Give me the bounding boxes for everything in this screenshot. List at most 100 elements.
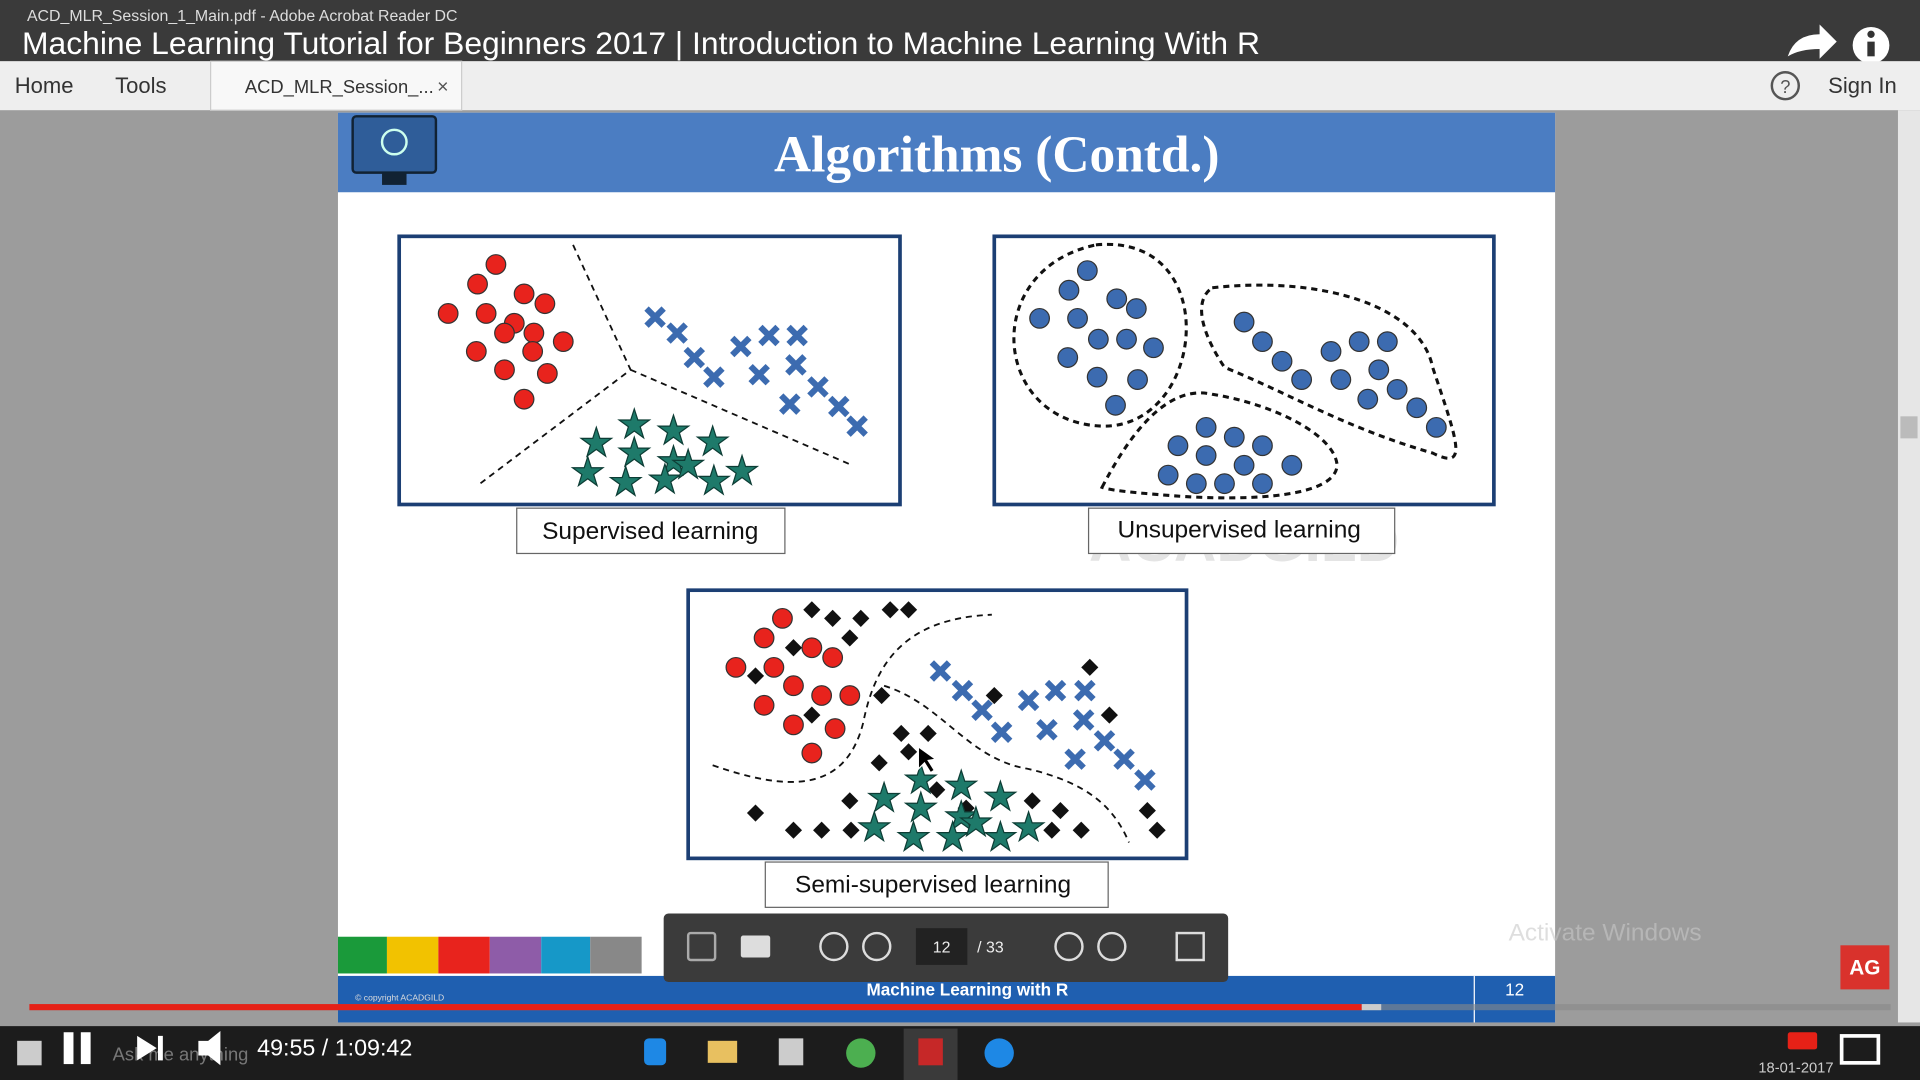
diamond (873, 686, 891, 705)
slide-header (337, 112, 1556, 193)
app-explorer[interactable] (707, 1040, 738, 1063)
title-bar (0, 0, 1920, 62)
star (579, 425, 614, 458)
cross (785, 354, 807, 376)
exit-fullscreen[interactable] (1839, 1034, 1881, 1065)
volume-button[interactable] (198, 1031, 221, 1066)
channel-logo[interactable] (1840, 945, 1890, 990)
boundary (883, 684, 1130, 843)
scrollbar[interactable] (1897, 110, 1920, 1023)
star (671, 447, 706, 480)
panel-label-boxes (516, 507, 1396, 908)
tab-close[interactable]: × (437, 76, 448, 98)
video-title[interactable]: Machine Learning Tutorial for Beginners … (22, 25, 1260, 61)
fullscreen-button[interactable] (1175, 931, 1205, 962)
scroll-thumb[interactable] (1900, 416, 1918, 439)
cross (730, 335, 752, 358)
dot (1376, 331, 1398, 353)
share-icon[interactable] (1787, 24, 1837, 59)
page-input[interactable] (915, 928, 968, 965)
cross (683, 346, 706, 369)
cross (828, 395, 850, 418)
star (570, 454, 605, 488)
diamond (841, 629, 859, 647)
dot (1357, 388, 1379, 410)
cross (703, 366, 725, 388)
copyright: © copyright ACADGILD (355, 992, 444, 1002)
star (958, 804, 993, 838)
next-page-button[interactable] (862, 931, 892, 962)
dot (1252, 435, 1273, 457)
dot (1058, 279, 1080, 301)
cross (1064, 748, 1086, 770)
taskbar (0, 1026, 1920, 1080)
cross (644, 306, 666, 328)
boundary (712, 613, 992, 783)
cluster-boundary (1200, 283, 1458, 460)
dot (772, 607, 793, 629)
app-acrobat (918, 1038, 943, 1066)
page-total: / 33 (977, 940, 1004, 957)
slide-title: Algorithms (Contd.) (774, 126, 1220, 183)
next-button[interactable] (137, 1035, 163, 1061)
app-store[interactable] (778, 1038, 804, 1066)
diamond (803, 706, 821, 724)
dot (725, 656, 747, 678)
dot (1252, 331, 1273, 353)
search-box[interactable]: Ask me anything (113, 1043, 249, 1064)
tab-label: ACD_MLR_Session_... (245, 76, 434, 98)
diamond (746, 804, 765, 822)
prev-page-button[interactable] (819, 931, 849, 962)
sign-in[interactable]: Sign In (1828, 73, 1897, 98)
label-box (516, 507, 786, 555)
menu-tools[interactable]: Tools (115, 73, 166, 98)
color-strip (590, 936, 642, 974)
panel-label: Supervised learning (542, 518, 758, 545)
dot (1233, 454, 1255, 476)
dot (1291, 369, 1313, 391)
dot (1386, 378, 1408, 400)
diamond (892, 724, 910, 743)
pause-button[interactable] (63, 1032, 74, 1065)
dot (1330, 369, 1352, 391)
color-strip (337, 936, 387, 974)
progress-played[interactable] (29, 1004, 1362, 1011)
star (867, 780, 902, 813)
panel-frame (992, 234, 1496, 507)
color-strip (541, 936, 591, 974)
zoom-out-button[interactable] (1054, 931, 1084, 962)
app-edge[interactable] (644, 1038, 667, 1066)
dot (1127, 369, 1148, 391)
logo-text: AG (1849, 957, 1880, 980)
doc-tab[interactable] (210, 60, 463, 111)
dot (801, 742, 823, 764)
cross (1074, 679, 1096, 702)
hd-badge[interactable] (1787, 1032, 1818, 1050)
start-button[interactable] (17, 1040, 42, 1066)
dot (1320, 341, 1342, 362)
dot (523, 322, 545, 344)
print-button[interactable] (740, 935, 771, 958)
app-camera[interactable] (984, 1038, 1014, 1068)
dot (1425, 416, 1447, 438)
menu-home[interactable]: Home (15, 73, 74, 98)
dot (763, 656, 785, 678)
star (935, 819, 970, 852)
dot (513, 388, 535, 410)
save-button[interactable] (686, 931, 717, 962)
dot (485, 254, 507, 275)
dot (783, 714, 804, 736)
zoom-in-button[interactable] (1097, 931, 1127, 962)
dot (1067, 307, 1088, 329)
dot (1348, 331, 1370, 353)
dot (1125, 298, 1147, 319)
help-icon[interactable] (1770, 71, 1800, 101)
panel-frame (686, 588, 1189, 861)
dot (522, 341, 544, 362)
dot (811, 685, 833, 706)
app-torrent[interactable] (846, 1038, 876, 1068)
dot (1157, 464, 1179, 486)
dot (1116, 328, 1137, 350)
star (647, 462, 682, 495)
star (903, 762, 938, 795)
